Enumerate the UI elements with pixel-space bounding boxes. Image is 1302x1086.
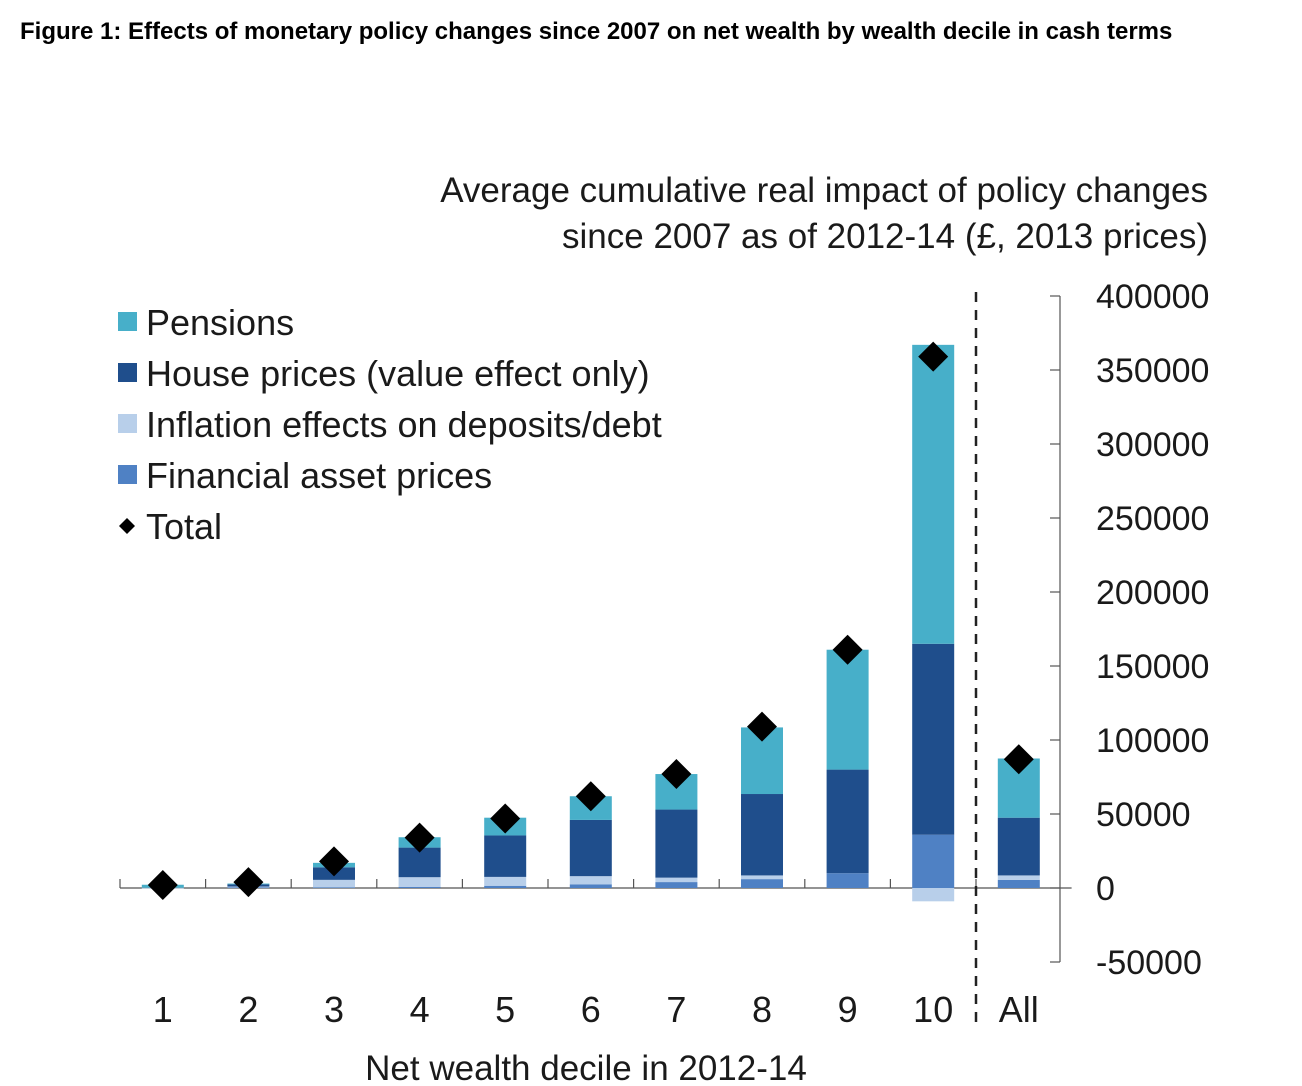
x-tick-label-5: 5	[495, 989, 515, 1030]
bar-segment-inflation-effects-on-deposits-debt-8	[741, 875, 783, 880]
bar-segment-pensions-10	[912, 344, 955, 644]
chart-subtitle-line-2: since 2007 as of 2012-14 (£, 2013 prices…	[562, 217, 1208, 256]
bar-segment-house-prices-value-effect-only-9	[826, 769, 869, 874]
bar-segment-inflation-effects-on-deposits-debt-all	[997, 875, 1040, 880]
bar-segment-inflation-effects-on-deposits-debt-7	[655, 877, 698, 883]
bar-segment-financial-asset-prices-8	[741, 879, 783, 888]
legend-swatch-house-prices-value-effect-only	[118, 363, 137, 382]
y-tick-label: 0	[1096, 870, 1115, 908]
y-tick-label: 400000	[1096, 278, 1209, 316]
total-marker-3	[319, 846, 349, 877]
bar-segment-inflation-effects-on-deposits-debt-4	[398, 877, 441, 887]
bar-segment-inflation-effects-on-deposits-debt-6	[569, 876, 612, 885]
total-marker-6	[575, 781, 606, 812]
legend-item-inflation-effects-on-deposits-debt: Inflation effects on deposits/debt	[118, 404, 662, 445]
bar-segment-financial-asset-prices-9	[826, 873, 869, 888]
bar-segment-financial-asset-prices-4	[398, 886, 441, 888]
bar-segment-house-prices-value-effect-only-all	[997, 817, 1040, 876]
y-tick-label: 250000	[1096, 500, 1209, 538]
x-tick-label-2: 2	[238, 989, 258, 1030]
legend-swatch-pensions	[118, 312, 137, 331]
legend-swatch-total	[119, 518, 135, 534]
total-marker-10	[918, 341, 949, 372]
total-markers	[147, 341, 1034, 901]
total-marker-5	[490, 803, 521, 834]
bar-segment-financial-asset-prices-5	[484, 885, 527, 888]
figure-title: Figure 1: Effects of monetary policy cha…	[20, 18, 1173, 45]
legend-item-total: Total	[119, 506, 222, 547]
bar-segment-house-prices-value-effect-only-5	[484, 835, 527, 877]
y-tick-label: 100000	[1096, 722, 1209, 760]
legend-item-house-prices-value-effect-only: House prices (value effect only)	[118, 353, 650, 394]
y-tick-label: 50000	[1096, 796, 1191, 834]
x-tick-label-1: 1	[153, 989, 173, 1030]
chart-axes: -50000 0 50000 100000 150000 200000 250000 3000…	[119, 278, 1209, 1030]
bar-segment-inflation-effects-on-deposits-debt-5	[484, 876, 527, 886]
x-tick-label-3: 3	[324, 989, 344, 1030]
legend-swatch-financial-asset-prices	[118, 465, 137, 484]
x-tick-label-all: All	[999, 989, 1039, 1030]
bar-segment-pensions-9	[826, 649, 869, 770]
y-tick-label: 300000	[1096, 426, 1209, 464]
x-tick-label-9: 9	[838, 989, 858, 1030]
total-marker-8	[747, 711, 777, 742]
total-marker-all	[1003, 744, 1034, 775]
x-axis-title: Net wealth decile in 2012-14	[365, 1049, 807, 1086]
x-tick-label-4: 4	[410, 989, 430, 1030]
bar-segment-house-prices-value-effect-only-10	[912, 643, 955, 835]
bar-segment-inflation-effects-on-deposits-debt-3	[313, 879, 355, 888]
total-marker-7	[661, 759, 692, 790]
legend-swatch-inflation-effects-on-deposits-debt	[118, 414, 137, 433]
chart-subtitle: Average cumulative real impact of policy…	[440, 171, 1208, 256]
chart-subtitle-line-1: Average cumulative real impact of policy…	[440, 171, 1208, 210]
y-tick-label: 150000	[1096, 648, 1209, 686]
legend-label-pensions: Pensions	[146, 302, 294, 343]
legend-item-pensions: Pensions	[118, 302, 294, 343]
x-tick-label-6: 6	[581, 989, 601, 1030]
chart-legend: Pensions House prices (value effect only)…	[118, 302, 662, 547]
x-tick-label-10: 10	[913, 989, 953, 1030]
x-tick-label-7: 7	[666, 989, 686, 1030]
bar-segment-financial-asset-prices-all	[997, 879, 1040, 888]
y-tick-label: -50000	[1096, 944, 1202, 982]
legend-label-house-prices-value-effect-only: House prices (value effect only)	[146, 353, 650, 394]
bar-segment-house-prices-value-effect-only-8	[741, 794, 783, 876]
total-marker-4	[404, 822, 435, 853]
legend-label-inflation-effects-on-deposits-debt: Inflation effects on deposits/debt	[146, 404, 662, 445]
total-marker-1	[147, 870, 178, 901]
x-tick-label-8: 8	[752, 989, 772, 1030]
bar-segment-house-prices-value-effect-only-7	[655, 809, 698, 878]
legend-item-financial-asset-prices: Financial asset prices	[118, 455, 492, 496]
legend-label-total: Total	[146, 506, 222, 547]
y-tick-label: 200000	[1096, 574, 1209, 612]
bar-segment-financial-asset-prices-7	[655, 882, 698, 888]
bar-segment-financial-asset-prices-3	[313, 887, 355, 889]
total-marker-2	[233, 867, 264, 898]
chart-bars	[141, 344, 1040, 902]
y-tick-label: 350000	[1096, 352, 1209, 390]
bar-segment-financial-asset-prices-10	[912, 834, 955, 888]
bar-segment-financial-asset-prices-6	[569, 884, 612, 888]
bar-segment-inflation-effects-on-deposits-debt-10	[912, 888, 955, 902]
legend-label-financial-asset-prices: Financial asset prices	[146, 455, 492, 496]
total-marker-9	[832, 634, 863, 665]
bar-segment-house-prices-value-effect-only-6	[569, 819, 612, 877]
